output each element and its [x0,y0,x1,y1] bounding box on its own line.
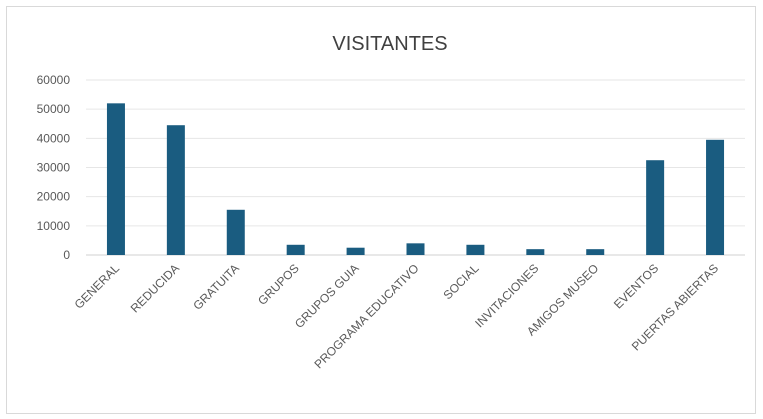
x-tick-label: GRATUITA [190,261,242,313]
bar-general [106,103,125,255]
x-tick-label: REDUCIDA [128,261,182,315]
bar-gratuita [226,209,245,255]
bar-grupos [286,244,305,255]
bar-social [466,244,485,255]
x-tick-label: GENERAL [72,261,123,312]
bar-eventos [646,160,665,255]
y-tick-label: 0 [63,248,70,262]
gridlines [86,79,745,256]
bar-programa-educativo [406,243,425,255]
x-tick-label: SOCIAL [441,261,482,302]
chart-frame [6,6,756,414]
x-tick-label: GRUPOS [255,261,302,308]
x-tick-label: PROGRAMA EDUCATIVO [311,261,421,371]
y-tick-label: 10000 [37,219,71,233]
y-tick-label: 20000 [37,190,71,204]
bar-grupos-guia [346,247,365,255]
y-tick-label: 60000 [37,73,71,87]
y-tick-label: 50000 [37,102,71,116]
bar-invitaciones [526,249,545,255]
bar-puertas-abiertas [706,139,725,255]
x-tick-label: INVITACIONES [472,261,541,330]
x-tick-label: EVENTOS [611,261,661,311]
bar-reducida [166,125,185,255]
y-tick-label: 30000 [37,161,71,175]
bar-amigos-museo [586,249,605,255]
bars [106,103,725,255]
y-axis-ticks: 0 10000 20000 30000 40000 50000 60000 [37,73,71,262]
chart-title: VISITANTES [332,33,447,55]
y-tick-label: 40000 [37,131,71,145]
